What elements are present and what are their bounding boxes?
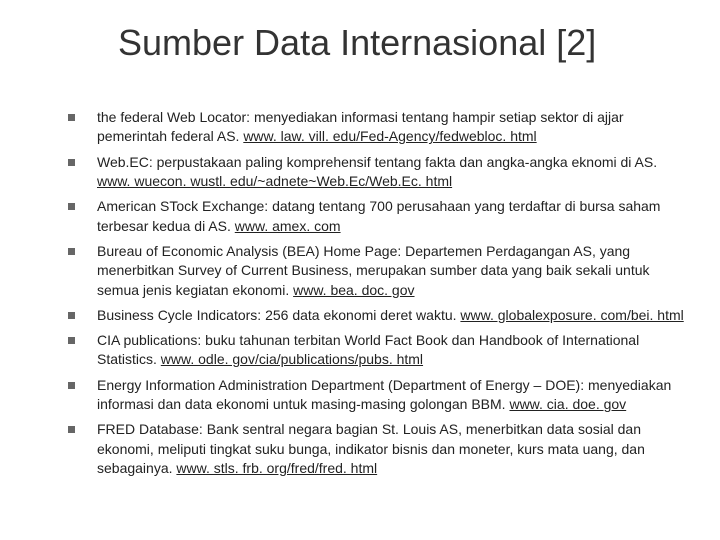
item-link[interactable]: www. globalexposure. com/bei. html (460, 307, 683, 323)
bullet-icon (68, 312, 75, 319)
item-text: FRED Database: Bank sentral negara bagia… (97, 420, 690, 478)
list-item: Energy Information Administration Depart… (68, 376, 690, 415)
item-text: CIA publications: buku tahunan terbitan … (97, 331, 690, 370)
bullet-list: the federal Web Locator: menyediakan inf… (68, 108, 690, 484)
list-item: Web.EC: perpustakaan paling komprehensif… (68, 153, 690, 192)
item-link[interactable]: www. bea. doc. gov (293, 282, 414, 298)
item-text: Energy Information Administration Depart… (97, 376, 690, 415)
list-item: Business Cycle Indicators: 256 data ekon… (68, 306, 690, 325)
list-item: American STock Exchange: datang tentang … (68, 197, 690, 236)
bullet-icon (68, 426, 75, 433)
item-text: Business Cycle Indicators: 256 data ekon… (97, 306, 684, 325)
item-text: Bureau of Economic Analysis (BEA) Home P… (97, 242, 690, 300)
bullet-icon (68, 337, 75, 344)
item-text: the federal Web Locator: menyediakan inf… (97, 108, 690, 147)
item-link[interactable]: www. cia. doe. gov (509, 396, 626, 412)
item-link[interactable]: www. stls. frb. org/fred/fred. html (176, 460, 377, 476)
list-item: the federal Web Locator: menyediakan inf… (68, 108, 690, 147)
list-item: CIA publications: buku tahunan terbitan … (68, 331, 690, 370)
item-link[interactable]: www. wuecon. wustl. edu/~adnete~Web.Ec/W… (97, 173, 452, 189)
item-body: Business Cycle Indicators: 256 data ekon… (97, 307, 460, 323)
slide-title: Sumber Data Internasional [2] (118, 22, 596, 64)
bullet-icon (68, 248, 75, 255)
item-link[interactable]: www. law. vill. edu/Fed-Agency/fedwebloc… (243, 128, 536, 144)
bullet-icon (68, 382, 75, 389)
bullet-icon (68, 114, 75, 121)
item-body: Web.EC: perpustakaan paling komprehensif… (97, 154, 657, 170)
bullet-icon (68, 203, 75, 210)
item-link[interactable]: www. odle. gov/cia/publications/pubs. ht… (161, 351, 423, 367)
item-text: Web.EC: perpustakaan paling komprehensif… (97, 153, 690, 192)
item-link[interactable]: www. amex. com (235, 218, 341, 234)
list-item: FRED Database: Bank sentral negara bagia… (68, 420, 690, 478)
list-item: Bureau of Economic Analysis (BEA) Home P… (68, 242, 690, 300)
item-body: American STock Exchange: datang tentang … (97, 198, 660, 233)
item-text: American STock Exchange: datang tentang … (97, 197, 690, 236)
bullet-icon (68, 159, 75, 166)
